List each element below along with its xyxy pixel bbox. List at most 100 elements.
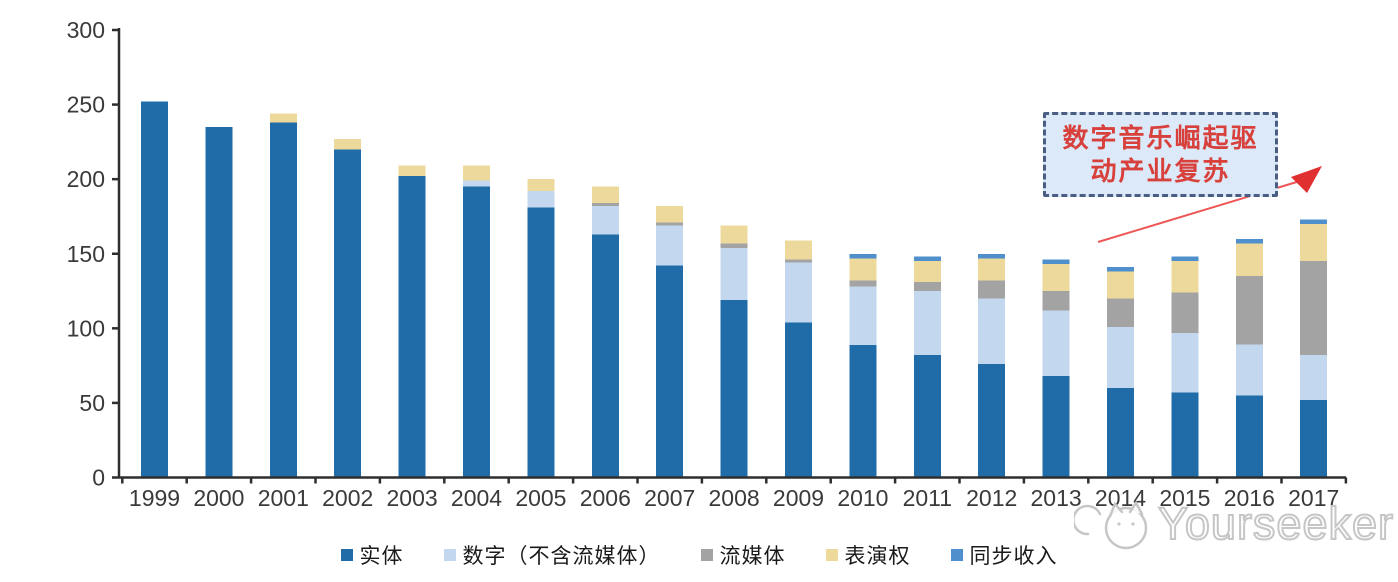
legend-label: 数字（不含流媒体） [462, 544, 661, 568]
x-tick-label: 2003 [387, 485, 438, 511]
annotation-arrowhead [1291, 166, 1322, 193]
chart-legend: 实体 数字（不含流媒体） 流媒体 表演权 同步收入 [0, 540, 1398, 570]
x-tick-label: 2017 [1288, 485, 1339, 511]
bar-segment [1235, 243, 1263, 277]
bar-segment [527, 191, 555, 208]
annotation-text-line2: 动产业复苏 [1090, 156, 1231, 186]
x-tick-label: 2008 [709, 485, 760, 511]
bar-segment [398, 176, 426, 478]
bar-segment [527, 179, 555, 192]
bar-segment [527, 207, 555, 478]
watermark-text: Yourseeker [1157, 497, 1394, 550]
bar-segment [785, 262, 812, 323]
y-tick-label: 200 [67, 166, 105, 192]
bar-segment [1171, 261, 1199, 293]
bar-segment [398, 165, 426, 177]
bar-segment [849, 286, 877, 345]
x-tick-label: 2007 [644, 485, 695, 511]
bar-segment [463, 165, 490, 181]
x-tick-label: 2011 [903, 485, 952, 511]
bar-segment [785, 240, 812, 260]
x-tick-label: 2015 [1159, 485, 1210, 511]
bar-segment [978, 280, 1006, 299]
watermark: Yourseeker [1074, 496, 1394, 552]
x-tick-label: 2012 [966, 485, 1017, 511]
bar-segment [1107, 298, 1134, 327]
bar-segment [978, 258, 1006, 281]
bar-segment [591, 186, 619, 203]
bar-segment [785, 259, 812, 263]
bar-segment [978, 364, 1006, 478]
bar-segment [656, 225, 684, 266]
bar-segment [141, 101, 168, 478]
x-tick-label: 2005 [515, 485, 566, 511]
legend-swatch-icon [443, 549, 456, 561]
bar-segment [591, 234, 619, 478]
y-tick-label: 150 [67, 241, 105, 267]
bar-segment [1235, 238, 1263, 244]
bar-segment [1235, 276, 1263, 345]
bar-segment [591, 206, 619, 235]
bar-segment [1300, 355, 1328, 400]
bar-segment [913, 256, 941, 262]
legend-label: 同步收入 [969, 544, 1058, 568]
bar-segment [1171, 256, 1199, 262]
bar-segment [785, 322, 812, 478]
legend-swatch-icon [950, 549, 963, 561]
x-tick-label: 2000 [193, 485, 244, 511]
y-tick-label: 50 [79, 390, 105, 416]
legend-item: 流媒体 [700, 540, 786, 570]
bar-segment [913, 261, 941, 283]
bar-segment [913, 291, 941, 356]
legend-label: 流媒体 [719, 544, 786, 568]
x-tick-label: 2016 [1224, 485, 1275, 511]
yourseeker-logo-icon [1074, 500, 1148, 550]
bar-segment [334, 138, 362, 150]
bar-segment [205, 127, 233, 478]
bar-segment [1107, 388, 1134, 478]
legend-swatch-icon [700, 549, 713, 561]
legend-item: 同步收入 [950, 540, 1058, 570]
bar-segment [1042, 310, 1070, 376]
bar-segment [656, 222, 684, 226]
legend-item: 表演权 [825, 540, 911, 570]
bar-segment [1171, 292, 1199, 333]
bar-segment [720, 247, 748, 300]
bar-segment [1042, 291, 1070, 311]
x-tick-label: 2001 [258, 485, 309, 511]
legend-swatch-icon [340, 549, 353, 561]
bar-segment [269, 122, 297, 478]
x-tick-label: 2010 [837, 485, 888, 511]
bar-segment [1107, 326, 1134, 388]
bar-segment [269, 113, 297, 123]
x-tick-label: 2009 [773, 485, 824, 511]
bar-segment [463, 186, 490, 478]
bar-segment [913, 355, 941, 478]
bar-segment [591, 203, 619, 206]
legend-label: 实体 [359, 544, 404, 568]
legend-item: 实体 [340, 540, 404, 570]
bar-segment [849, 253, 877, 259]
bar-segment [1042, 259, 1070, 265]
bar-segment [849, 344, 877, 478]
bar-segment [1042, 376, 1070, 478]
bar-segment [1107, 271, 1134, 299]
bar-segment [656, 265, 684, 478]
bar-segment [978, 253, 1006, 259]
bar-segment [978, 298, 1006, 365]
y-tick-label: 0 [92, 465, 105, 491]
bar-segment [849, 280, 877, 287]
y-tick-label: 100 [67, 315, 105, 341]
bar-segment [720, 243, 748, 248]
annotation-callout: 数字音乐崛起驱 动产业复苏 [1043, 112, 1278, 197]
x-tick-label: 2013 [1031, 485, 1082, 511]
bar-segment [720, 300, 748, 478]
bar-segment [913, 282, 941, 291]
bar-segment [1107, 267, 1134, 272]
y-tick-label: 300 [67, 17, 105, 43]
bar-segment [720, 225, 748, 244]
bar-segment [849, 258, 877, 281]
bar-segment [334, 149, 362, 478]
